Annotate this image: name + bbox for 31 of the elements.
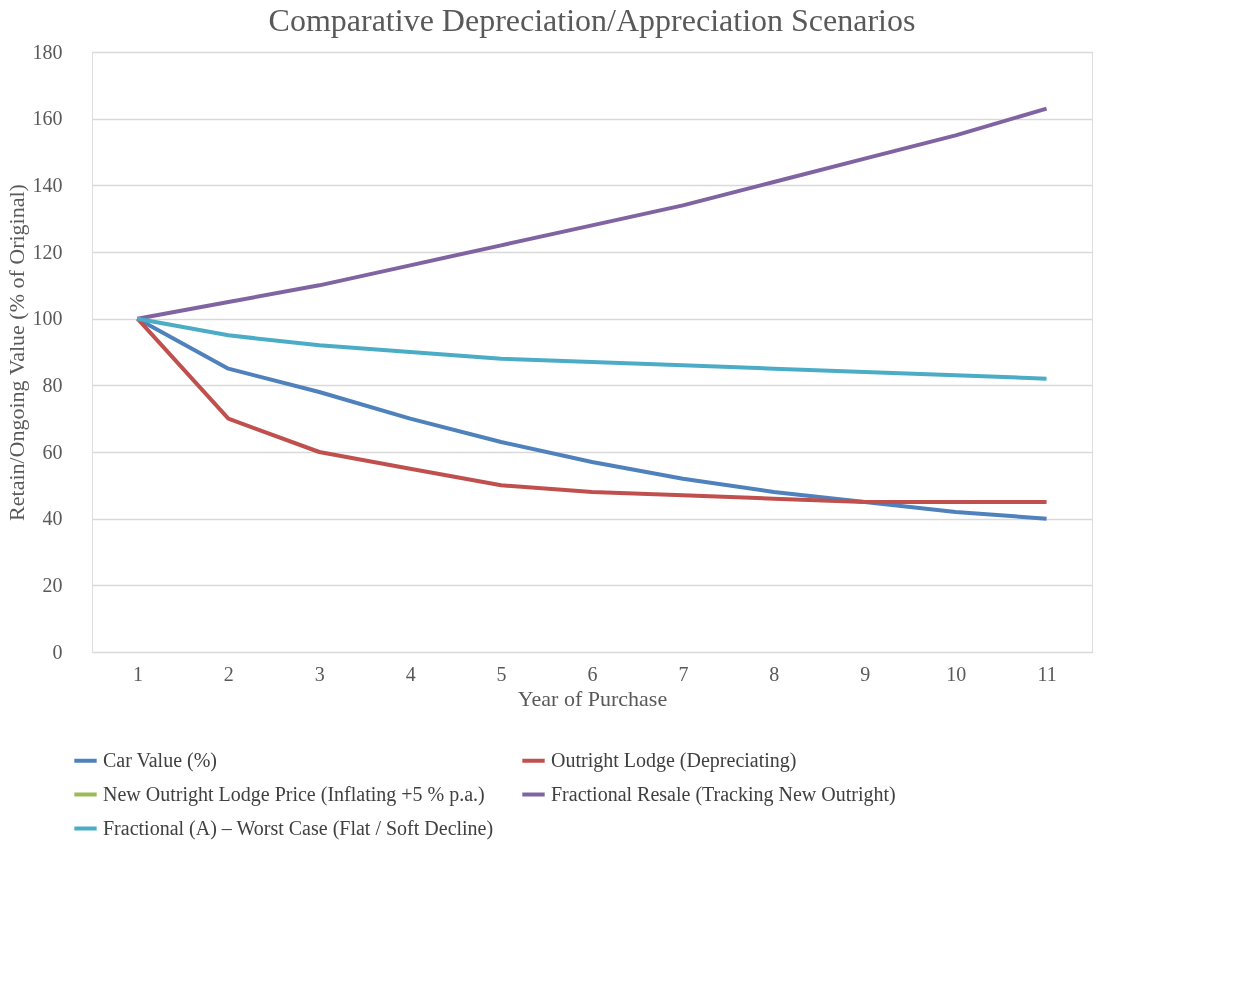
x-tick-label: 4 [405, 662, 416, 685]
x-tick-label: 2 [223, 662, 234, 685]
x-tick-label: 6 [587, 662, 598, 685]
y-tick-label: 180 [32, 40, 63, 63]
y-tick-label: 100 [32, 307, 63, 330]
chart-title: Comparative Depreciation/Appreciation Scenarios [268, 2, 916, 38]
x-tick-label: 3 [314, 662, 325, 685]
legend-label: Outright Lodge (Depreciating) [551, 748, 797, 772]
line-series [135, 316, 1049, 381]
x-tick-label: 9 [860, 662, 871, 685]
y-tick-label: 80 [42, 373, 63, 396]
x-tick-label: 1 [132, 662, 143, 685]
y-tick-label: 20 [42, 573, 63, 596]
legend-label: New Outright Lodge Price (Inflating +5 % p.a.) [103, 782, 485, 806]
y-tick-label: 140 [32, 173, 63, 196]
y-tick-label: 60 [42, 440, 63, 463]
x-tick-label: 11 [1037, 662, 1057, 685]
legend-label: Car Value (%) [103, 748, 218, 772]
x-tick-label: 10 [946, 662, 967, 685]
y-tick-label: 160 [32, 107, 63, 130]
y-tick-label: 120 [32, 240, 63, 263]
y-axis-title: Retain/Ongoing Value (% of Original) [3, 184, 29, 521]
x-axis-title: Year of Purchase [517, 685, 668, 711]
x-tick-label: 7 [678, 662, 689, 685]
y-tick-label: 40 [42, 507, 63, 530]
x-tick-label: 8 [769, 662, 780, 685]
y-tick-label: 0 [52, 640, 63, 663]
legend-label: Fractional (A) – Worst Case (Flat / Soft Decline) [103, 816, 494, 840]
line-series [135, 106, 1049, 321]
x-tick-label: 5 [496, 662, 507, 685]
legend-label: Fractional Resale (Tracking New Outright) [551, 782, 896, 806]
